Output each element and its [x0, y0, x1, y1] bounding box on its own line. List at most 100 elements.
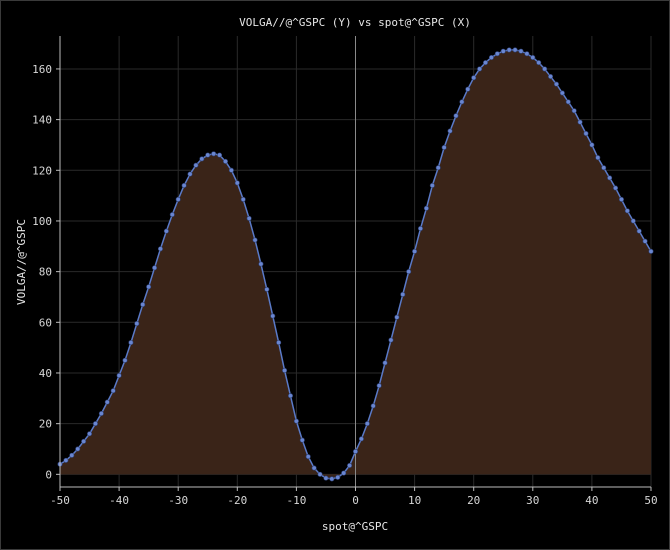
data-point: [607, 175, 613, 181]
data-point: [642, 238, 648, 244]
data-point: [163, 228, 169, 234]
axis-layer: -50 -40 -30 -20 -10 0 10 20 30 40 50 0 20 40 60 80 100 12…: [32, 36, 658, 507]
data-point: [175, 196, 181, 202]
y-tick-label: 100: [32, 215, 52, 228]
y-tick-label: 160: [32, 63, 52, 76]
data-point: [140, 302, 146, 308]
data-point: [317, 471, 323, 477]
data-point: [388, 337, 394, 343]
y-axis-title: VOLGA//@^GSPC: [15, 219, 28, 305]
data-point: [217, 152, 223, 158]
y-tick-label: 0: [45, 468, 52, 481]
x-tick-label: 10: [408, 494, 421, 507]
data-point: [211, 151, 217, 157]
data-point: [181, 182, 187, 188]
data-point: [134, 321, 140, 327]
data-point: [589, 142, 595, 148]
data-point: [75, 446, 81, 452]
data-point: [394, 314, 400, 320]
x-tick-label: -40: [109, 494, 129, 507]
data-point: [246, 215, 252, 221]
data-point: [494, 51, 500, 57]
data-point: [352, 449, 358, 455]
data-point: [559, 90, 565, 96]
x-tick-label: 30: [526, 494, 539, 507]
data-point: [157, 246, 163, 252]
chart-title: VOLGA//@^GSPC (Y) vs spot@^GSPC (X): [239, 16, 471, 29]
data-point: [542, 66, 548, 72]
data-point: [412, 248, 418, 254]
data-point: [199, 156, 205, 162]
data-point: [69, 452, 75, 458]
y-tick-label: 40: [39, 367, 52, 380]
data-point: [548, 74, 554, 80]
data-point: [81, 438, 87, 444]
x-tick-label: 50: [644, 494, 657, 507]
data-point: [311, 465, 317, 471]
data-point: [234, 180, 240, 186]
data-point: [116, 373, 122, 379]
data-point: [228, 167, 234, 173]
data-point: [471, 75, 477, 81]
series-marker-layer: [57, 47, 654, 482]
data-point: [477, 66, 483, 72]
data-point: [465, 86, 471, 92]
data-point: [252, 237, 258, 243]
data-point: [293, 418, 299, 424]
data-point: [500, 48, 506, 54]
data-point: [187, 171, 193, 177]
y-tick-label: 60: [39, 316, 52, 329]
data-point: [601, 165, 607, 171]
x-axis-title: spot@^GSPC: [322, 520, 388, 533]
data-point: [122, 357, 128, 363]
data-point: [630, 218, 636, 224]
data-point: [276, 340, 282, 346]
data-point: [418, 226, 424, 232]
data-point: [577, 119, 583, 125]
data-point: [264, 286, 270, 292]
data-point: [376, 383, 382, 389]
data-point: [636, 228, 642, 234]
data-point: [441, 144, 447, 150]
data-point: [341, 470, 347, 476]
data-point: [512, 47, 518, 53]
y-tick-label: 20: [39, 418, 52, 431]
data-point: [364, 421, 370, 427]
x-tick-label: -20: [227, 494, 247, 507]
data-point: [98, 411, 104, 417]
data-point: [63, 457, 69, 463]
data-point: [524, 51, 530, 57]
data-point: [553, 81, 559, 87]
data-point: [565, 99, 571, 105]
data-point: [335, 474, 341, 480]
data-point: [128, 340, 134, 346]
x-tick-label: -50: [50, 494, 70, 507]
data-point: [222, 158, 228, 164]
data-point: [406, 269, 412, 275]
data-point: [483, 60, 489, 66]
data-point: [530, 55, 536, 61]
data-point: [358, 436, 364, 442]
data-point: [370, 403, 376, 409]
data-point: [258, 261, 264, 267]
x-tick-label: 40: [585, 494, 598, 507]
data-point: [583, 131, 589, 137]
data-point: [459, 99, 465, 105]
y-tick-label: 140: [32, 114, 52, 127]
data-point: [87, 431, 93, 437]
data-point: [305, 454, 311, 460]
data-point: [618, 196, 624, 202]
data-point: [624, 208, 630, 214]
y-tick-label: 120: [32, 164, 52, 177]
data-point: [169, 212, 175, 218]
data-point: [205, 152, 211, 158]
data-point: [329, 476, 335, 482]
data-point: [270, 313, 276, 319]
data-point: [240, 196, 246, 202]
x-tick-label: 20: [467, 494, 480, 507]
data-point: [323, 475, 329, 481]
data-point: [146, 284, 152, 290]
data-point: [92, 421, 98, 427]
data-point: [518, 48, 524, 54]
